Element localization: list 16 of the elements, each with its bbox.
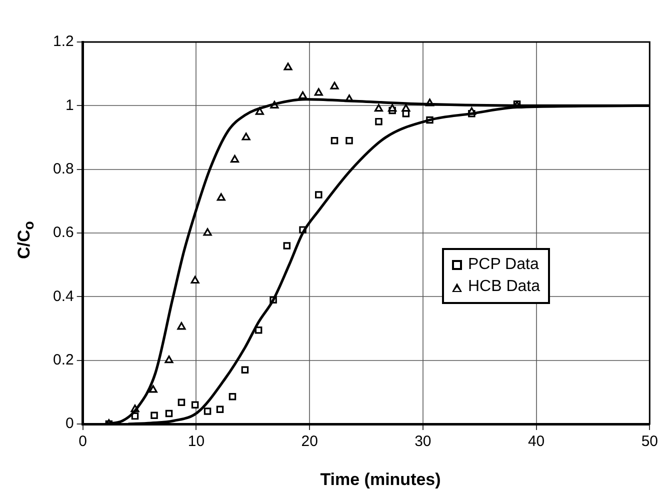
x-axis-title: Time (minutes): [319, 470, 442, 490]
x-tick-label: 40: [528, 433, 545, 450]
y-tick-label: 1: [66, 96, 74, 114]
legend-label: PCP Data: [468, 255, 539, 275]
y-tick-label: 0: [66, 415, 74, 432]
y-tick-label: 0.6: [52, 224, 74, 242]
legend-label: HCB Data: [468, 277, 540, 297]
x-tick-label: 50: [641, 433, 658, 450]
y-tick-label: 0.4: [52, 288, 74, 305]
y-tick-label: 0.2: [52, 351, 74, 368]
x-tick-label: 30: [414, 433, 432, 450]
x-tick-label: 10: [188, 433, 205, 450]
y-tick-label: 1.2: [52, 33, 74, 50]
x-tick-label: 0: [78, 433, 88, 450]
y-tick-label: 0.8: [52, 160, 74, 178]
x-tick-label: 20: [301, 433, 318, 450]
